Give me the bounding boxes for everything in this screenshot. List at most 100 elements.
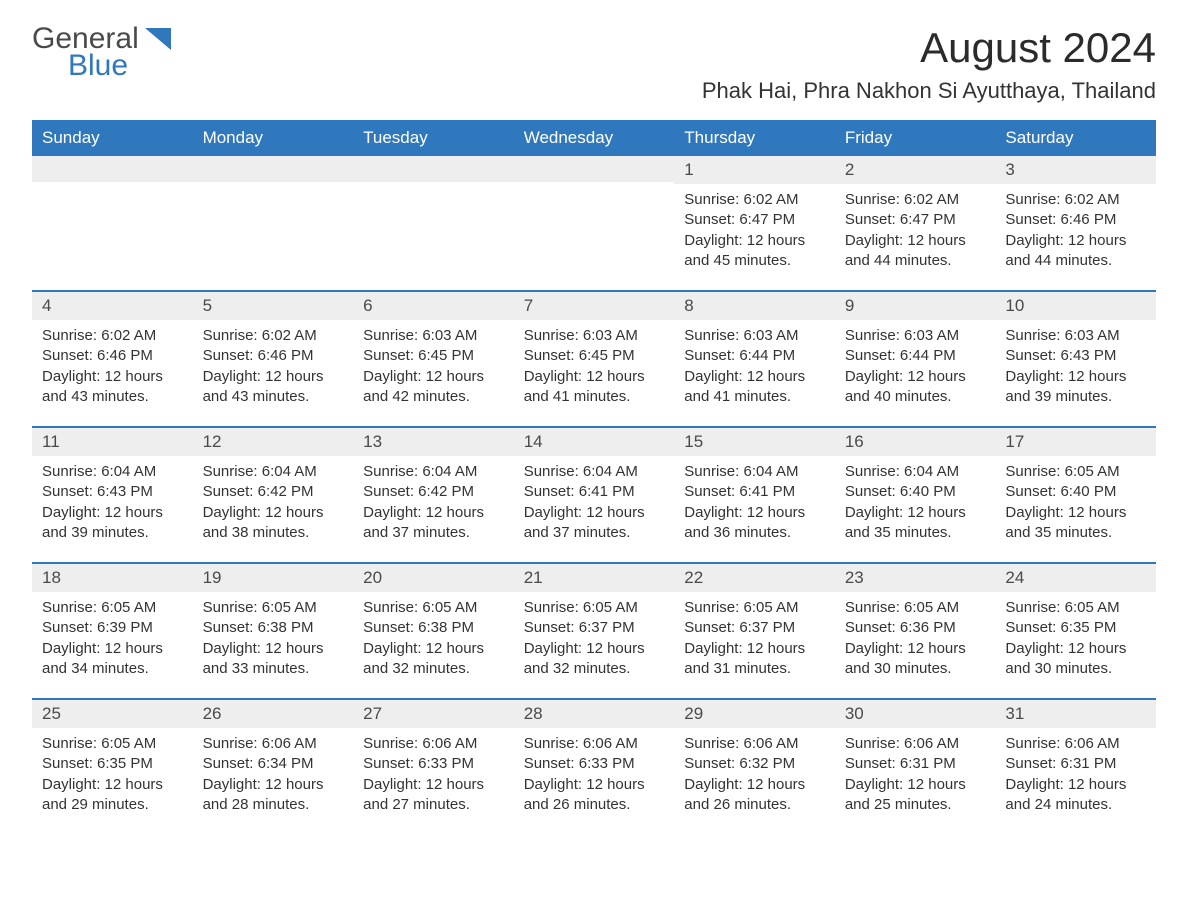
sunrise-text: Sunrise: 6:05 AM	[203, 598, 344, 618]
day-cell: 31Sunrise: 6:06 AMSunset: 6:31 PMDayligh…	[995, 700, 1156, 820]
sunrise-text: Sunrise: 6:06 AM	[524, 734, 665, 754]
day-body: Sunrise: 6:03 AMSunset: 6:45 PMDaylight:…	[514, 320, 675, 411]
day-number: 3	[995, 156, 1156, 184]
day-number: 26	[193, 700, 354, 728]
day-cell: 6Sunrise: 6:03 AMSunset: 6:45 PMDaylight…	[353, 292, 514, 412]
day-body: Sunrise: 6:05 AMSunset: 6:35 PMDaylight:…	[32, 728, 193, 819]
sunset-text: Sunset: 6:34 PM	[203, 754, 344, 774]
day-body: Sunrise: 6:05 AMSunset: 6:37 PMDaylight:…	[514, 592, 675, 683]
day-cell: 5Sunrise: 6:02 AMSunset: 6:46 PMDaylight…	[193, 292, 354, 412]
day-body: Sunrise: 6:04 AMSunset: 6:40 PMDaylight:…	[835, 456, 996, 547]
sunset-text: Sunset: 6:31 PM	[1005, 754, 1146, 774]
day-body: Sunrise: 6:02 AMSunset: 6:47 PMDaylight:…	[835, 184, 996, 275]
day-body: Sunrise: 6:02 AMSunset: 6:46 PMDaylight:…	[32, 320, 193, 411]
day-number: 13	[353, 428, 514, 456]
day-body: Sunrise: 6:06 AMSunset: 6:34 PMDaylight:…	[193, 728, 354, 819]
sunrise-text: Sunrise: 6:04 AM	[845, 462, 986, 482]
sunset-text: Sunset: 6:46 PM	[42, 346, 183, 366]
day-body: Sunrise: 6:06 AMSunset: 6:31 PMDaylight:…	[835, 728, 996, 819]
day-number: 31	[995, 700, 1156, 728]
day-number: 30	[835, 700, 996, 728]
daylight-text: Daylight: 12 hours and 41 minutes.	[684, 367, 825, 408]
daylight-text: Daylight: 12 hours and 44 minutes.	[1005, 231, 1146, 272]
day-number: 10	[995, 292, 1156, 320]
sunset-text: Sunset: 6:39 PM	[42, 618, 183, 638]
daylight-text: Daylight: 12 hours and 29 minutes.	[42, 775, 183, 816]
day-body: Sunrise: 6:02 AMSunset: 6:47 PMDaylight:…	[674, 184, 835, 275]
dow-saturday: Saturday	[995, 120, 1156, 156]
daylight-text: Daylight: 12 hours and 37 minutes.	[524, 503, 665, 544]
sunrise-text: Sunrise: 6:03 AM	[1005, 326, 1146, 346]
day-number: 11	[32, 428, 193, 456]
day-number: 7	[514, 292, 675, 320]
day-body: Sunrise: 6:02 AMSunset: 6:46 PMDaylight:…	[193, 320, 354, 411]
daylight-text: Daylight: 12 hours and 24 minutes.	[1005, 775, 1146, 816]
dow-friday: Friday	[835, 120, 996, 156]
day-number: 1	[674, 156, 835, 184]
day-cell: 25Sunrise: 6:05 AMSunset: 6:35 PMDayligh…	[32, 700, 193, 820]
sunrise-text: Sunrise: 6:04 AM	[42, 462, 183, 482]
sunset-text: Sunset: 6:33 PM	[363, 754, 504, 774]
sunrise-text: Sunrise: 6:05 AM	[684, 598, 825, 618]
sunset-text: Sunset: 6:43 PM	[42, 482, 183, 502]
day-cell: 17Sunrise: 6:05 AMSunset: 6:40 PMDayligh…	[995, 428, 1156, 548]
daylight-text: Daylight: 12 hours and 39 minutes.	[1005, 367, 1146, 408]
logo-blue: Blue	[68, 51, 171, 81]
sunrise-text: Sunrise: 6:05 AM	[42, 598, 183, 618]
sunrise-text: Sunrise: 6:06 AM	[684, 734, 825, 754]
week-row: 11Sunrise: 6:04 AMSunset: 6:43 PMDayligh…	[32, 426, 1156, 548]
day-body: Sunrise: 6:03 AMSunset: 6:44 PMDaylight:…	[674, 320, 835, 411]
day-number: 6	[353, 292, 514, 320]
sunset-text: Sunset: 6:41 PM	[684, 482, 825, 502]
day-body: Sunrise: 6:03 AMSunset: 6:44 PMDaylight:…	[835, 320, 996, 411]
sunset-text: Sunset: 6:38 PM	[363, 618, 504, 638]
sunrise-text: Sunrise: 6:05 AM	[1005, 462, 1146, 482]
sunset-text: Sunset: 6:40 PM	[1005, 482, 1146, 502]
day-number: 9	[835, 292, 996, 320]
day-number: 21	[514, 564, 675, 592]
daylight-text: Daylight: 12 hours and 28 minutes.	[203, 775, 344, 816]
day-cell: 30Sunrise: 6:06 AMSunset: 6:31 PMDayligh…	[835, 700, 996, 820]
day-body: Sunrise: 6:05 AMSunset: 6:39 PMDaylight:…	[32, 592, 193, 683]
day-body: Sunrise: 6:04 AMSunset: 6:43 PMDaylight:…	[32, 456, 193, 547]
daylight-text: Daylight: 12 hours and 42 minutes.	[363, 367, 504, 408]
sunrise-text: Sunrise: 6:02 AM	[845, 190, 986, 210]
day-body	[353, 182, 514, 262]
daylight-text: Daylight: 12 hours and 32 minutes.	[524, 639, 665, 680]
day-cell: 15Sunrise: 6:04 AMSunset: 6:41 PMDayligh…	[674, 428, 835, 548]
sunrise-text: Sunrise: 6:05 AM	[1005, 598, 1146, 618]
sunrise-text: Sunrise: 6:03 AM	[684, 326, 825, 346]
sunrise-text: Sunrise: 6:04 AM	[363, 462, 504, 482]
daylight-text: Daylight: 12 hours and 30 minutes.	[1005, 639, 1146, 680]
sunset-text: Sunset: 6:32 PM	[684, 754, 825, 774]
sunset-text: Sunset: 6:44 PM	[845, 346, 986, 366]
sunset-text: Sunset: 6:47 PM	[845, 210, 986, 230]
dow-sunday: Sunday	[32, 120, 193, 156]
sunset-text: Sunset: 6:43 PM	[1005, 346, 1146, 366]
daylight-text: Daylight: 12 hours and 41 minutes.	[524, 367, 665, 408]
daylight-text: Daylight: 12 hours and 43 minutes.	[203, 367, 344, 408]
day-number: 12	[193, 428, 354, 456]
sunrise-text: Sunrise: 6:03 AM	[524, 326, 665, 346]
day-cell: 2Sunrise: 6:02 AMSunset: 6:47 PMDaylight…	[835, 156, 996, 276]
day-cell: 4Sunrise: 6:02 AMSunset: 6:46 PMDaylight…	[32, 292, 193, 412]
daylight-text: Daylight: 12 hours and 30 minutes.	[845, 639, 986, 680]
day-body: Sunrise: 6:06 AMSunset: 6:31 PMDaylight:…	[995, 728, 1156, 819]
day-body: Sunrise: 6:03 AMSunset: 6:43 PMDaylight:…	[995, 320, 1156, 411]
day-cell: 24Sunrise: 6:05 AMSunset: 6:35 PMDayligh…	[995, 564, 1156, 684]
day-number: 2	[835, 156, 996, 184]
sunrise-text: Sunrise: 6:04 AM	[524, 462, 665, 482]
day-body: Sunrise: 6:05 AMSunset: 6:35 PMDaylight:…	[995, 592, 1156, 683]
day-cell	[193, 156, 354, 276]
dow-header-row: Sunday Monday Tuesday Wednesday Thursday…	[32, 120, 1156, 156]
day-number: 24	[995, 564, 1156, 592]
day-body: Sunrise: 6:04 AMSunset: 6:41 PMDaylight:…	[674, 456, 835, 547]
weeks-container: 1Sunrise: 6:02 AMSunset: 6:47 PMDaylight…	[32, 156, 1156, 820]
sunset-text: Sunset: 6:42 PM	[203, 482, 344, 502]
day-body: Sunrise: 6:06 AMSunset: 6:32 PMDaylight:…	[674, 728, 835, 819]
header: General Blue August 2024 Phak Hai, Phra …	[32, 24, 1156, 104]
dow-tuesday: Tuesday	[353, 120, 514, 156]
title-block: August 2024 Phak Hai, Phra Nakhon Si Ayu…	[702, 24, 1156, 104]
day-cell: 29Sunrise: 6:06 AMSunset: 6:32 PMDayligh…	[674, 700, 835, 820]
sunset-text: Sunset: 6:31 PM	[845, 754, 986, 774]
